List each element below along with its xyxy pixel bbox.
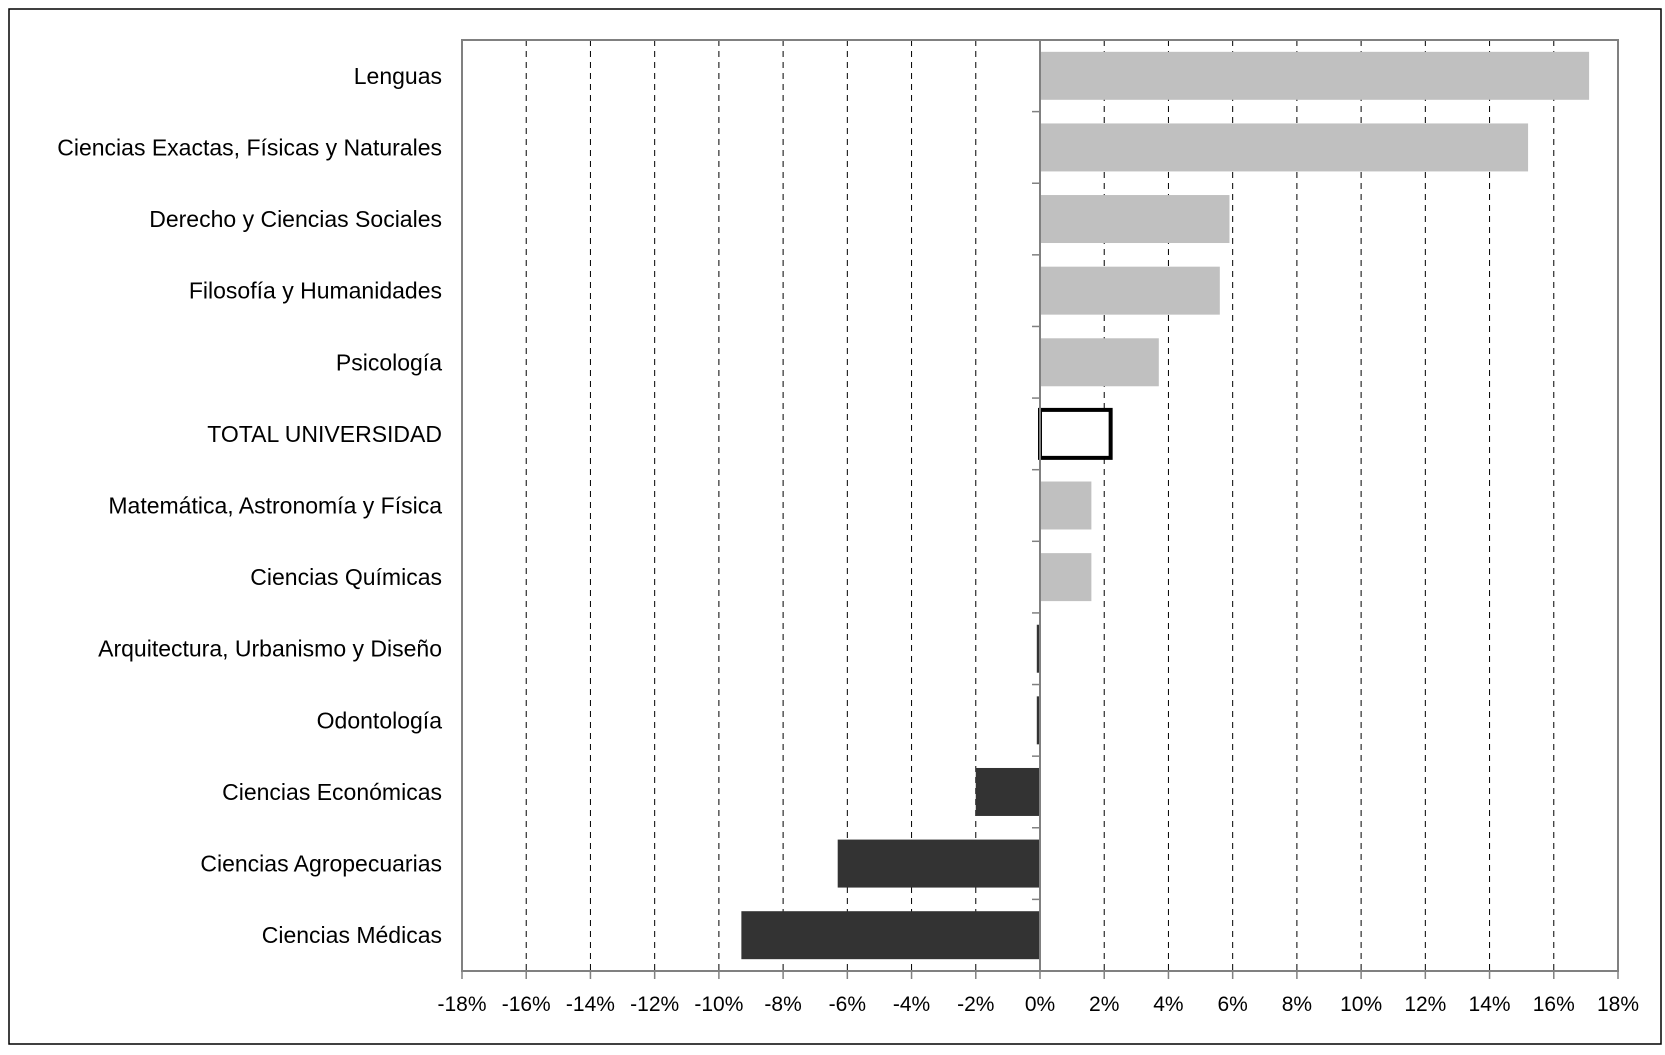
category-label-7: Ciencias Químicas [250,564,442,590]
bar-8 [1036,624,1040,673]
bar-10 [975,767,1040,816]
category-label-0: Lenguas [354,63,442,89]
x-tick-label-5: -8% [764,993,801,1016]
x-tick-label-6: -6% [829,993,866,1016]
bar-4 [1040,338,1159,387]
bar-12 [741,911,1040,960]
x-tick-label-7: -4% [893,993,930,1016]
x-tick-label-0: -18% [437,993,486,1016]
bar-9 [1036,696,1040,745]
category-label-8: Arquitectura, Urbanismo y Diseño [98,636,442,662]
x-tick-label-4: -10% [694,993,743,1016]
category-label-4: Psicología [336,349,442,375]
bar-5 [1038,407,1113,460]
bar-7 [1040,553,1092,602]
x-tick-label-14: 10% [1340,993,1382,1016]
zero-axis [1032,40,1041,971]
bar-6 [1040,481,1092,530]
bar-3 [1040,266,1220,315]
x-tick-label-2: -14% [566,993,615,1016]
x-tick-label-3: -12% [630,993,679,1016]
x-tick-label-1: -16% [502,993,551,1016]
x-tick-label-13: 8% [1282,993,1312,1016]
bar-11 [837,839,1040,888]
x-tick-label-15: 12% [1404,993,1446,1016]
category-label-3: Filosofía y Humanidades [189,278,442,304]
x-axis-ticks: -18% -16% -14% -12% -10% -8% -6% -4% -2% 0% 2% 4% 6%… [437,971,1639,1016]
x-tick-label-9: 0% [1025,993,1055,1016]
x-tick-label-18: 18% [1597,993,1639,1016]
x-tick-label-11: 4% [1153,993,1183,1016]
bar-0 [1040,51,1590,100]
category-label-10: Ciencias Económicas [222,779,442,805]
category-label-2: Derecho y Ciencias Sociales [149,206,442,232]
category-label-5: TOTAL UNIVERSIDAD [207,421,442,447]
category-label-1: Ciencias Exactas, Físicas y Naturales [57,134,442,160]
x-tick-label-8: -2% [957,993,994,1016]
x-tick-label-16: 14% [1469,993,1511,1016]
category-label-6: Matemática, Astronomía y Física [108,493,442,519]
category-label-9: Odontología [317,707,443,733]
x-tick-label-10: 2% [1089,993,1119,1016]
bars [741,51,1590,960]
category-labels: Lenguas Ciencias Exactas, Físicas y Natur… [57,63,442,948]
x-tick-label-12: 6% [1217,993,1247,1016]
x-tick-label-17: 16% [1533,993,1575,1016]
category-label-11: Ciencias Agropecuarias [200,851,442,877]
outer-border [8,8,1662,1045]
bar-1 [1040,123,1529,172]
category-label-12: Ciencias Médicas [262,922,442,948]
bar-2 [1040,195,1230,244]
